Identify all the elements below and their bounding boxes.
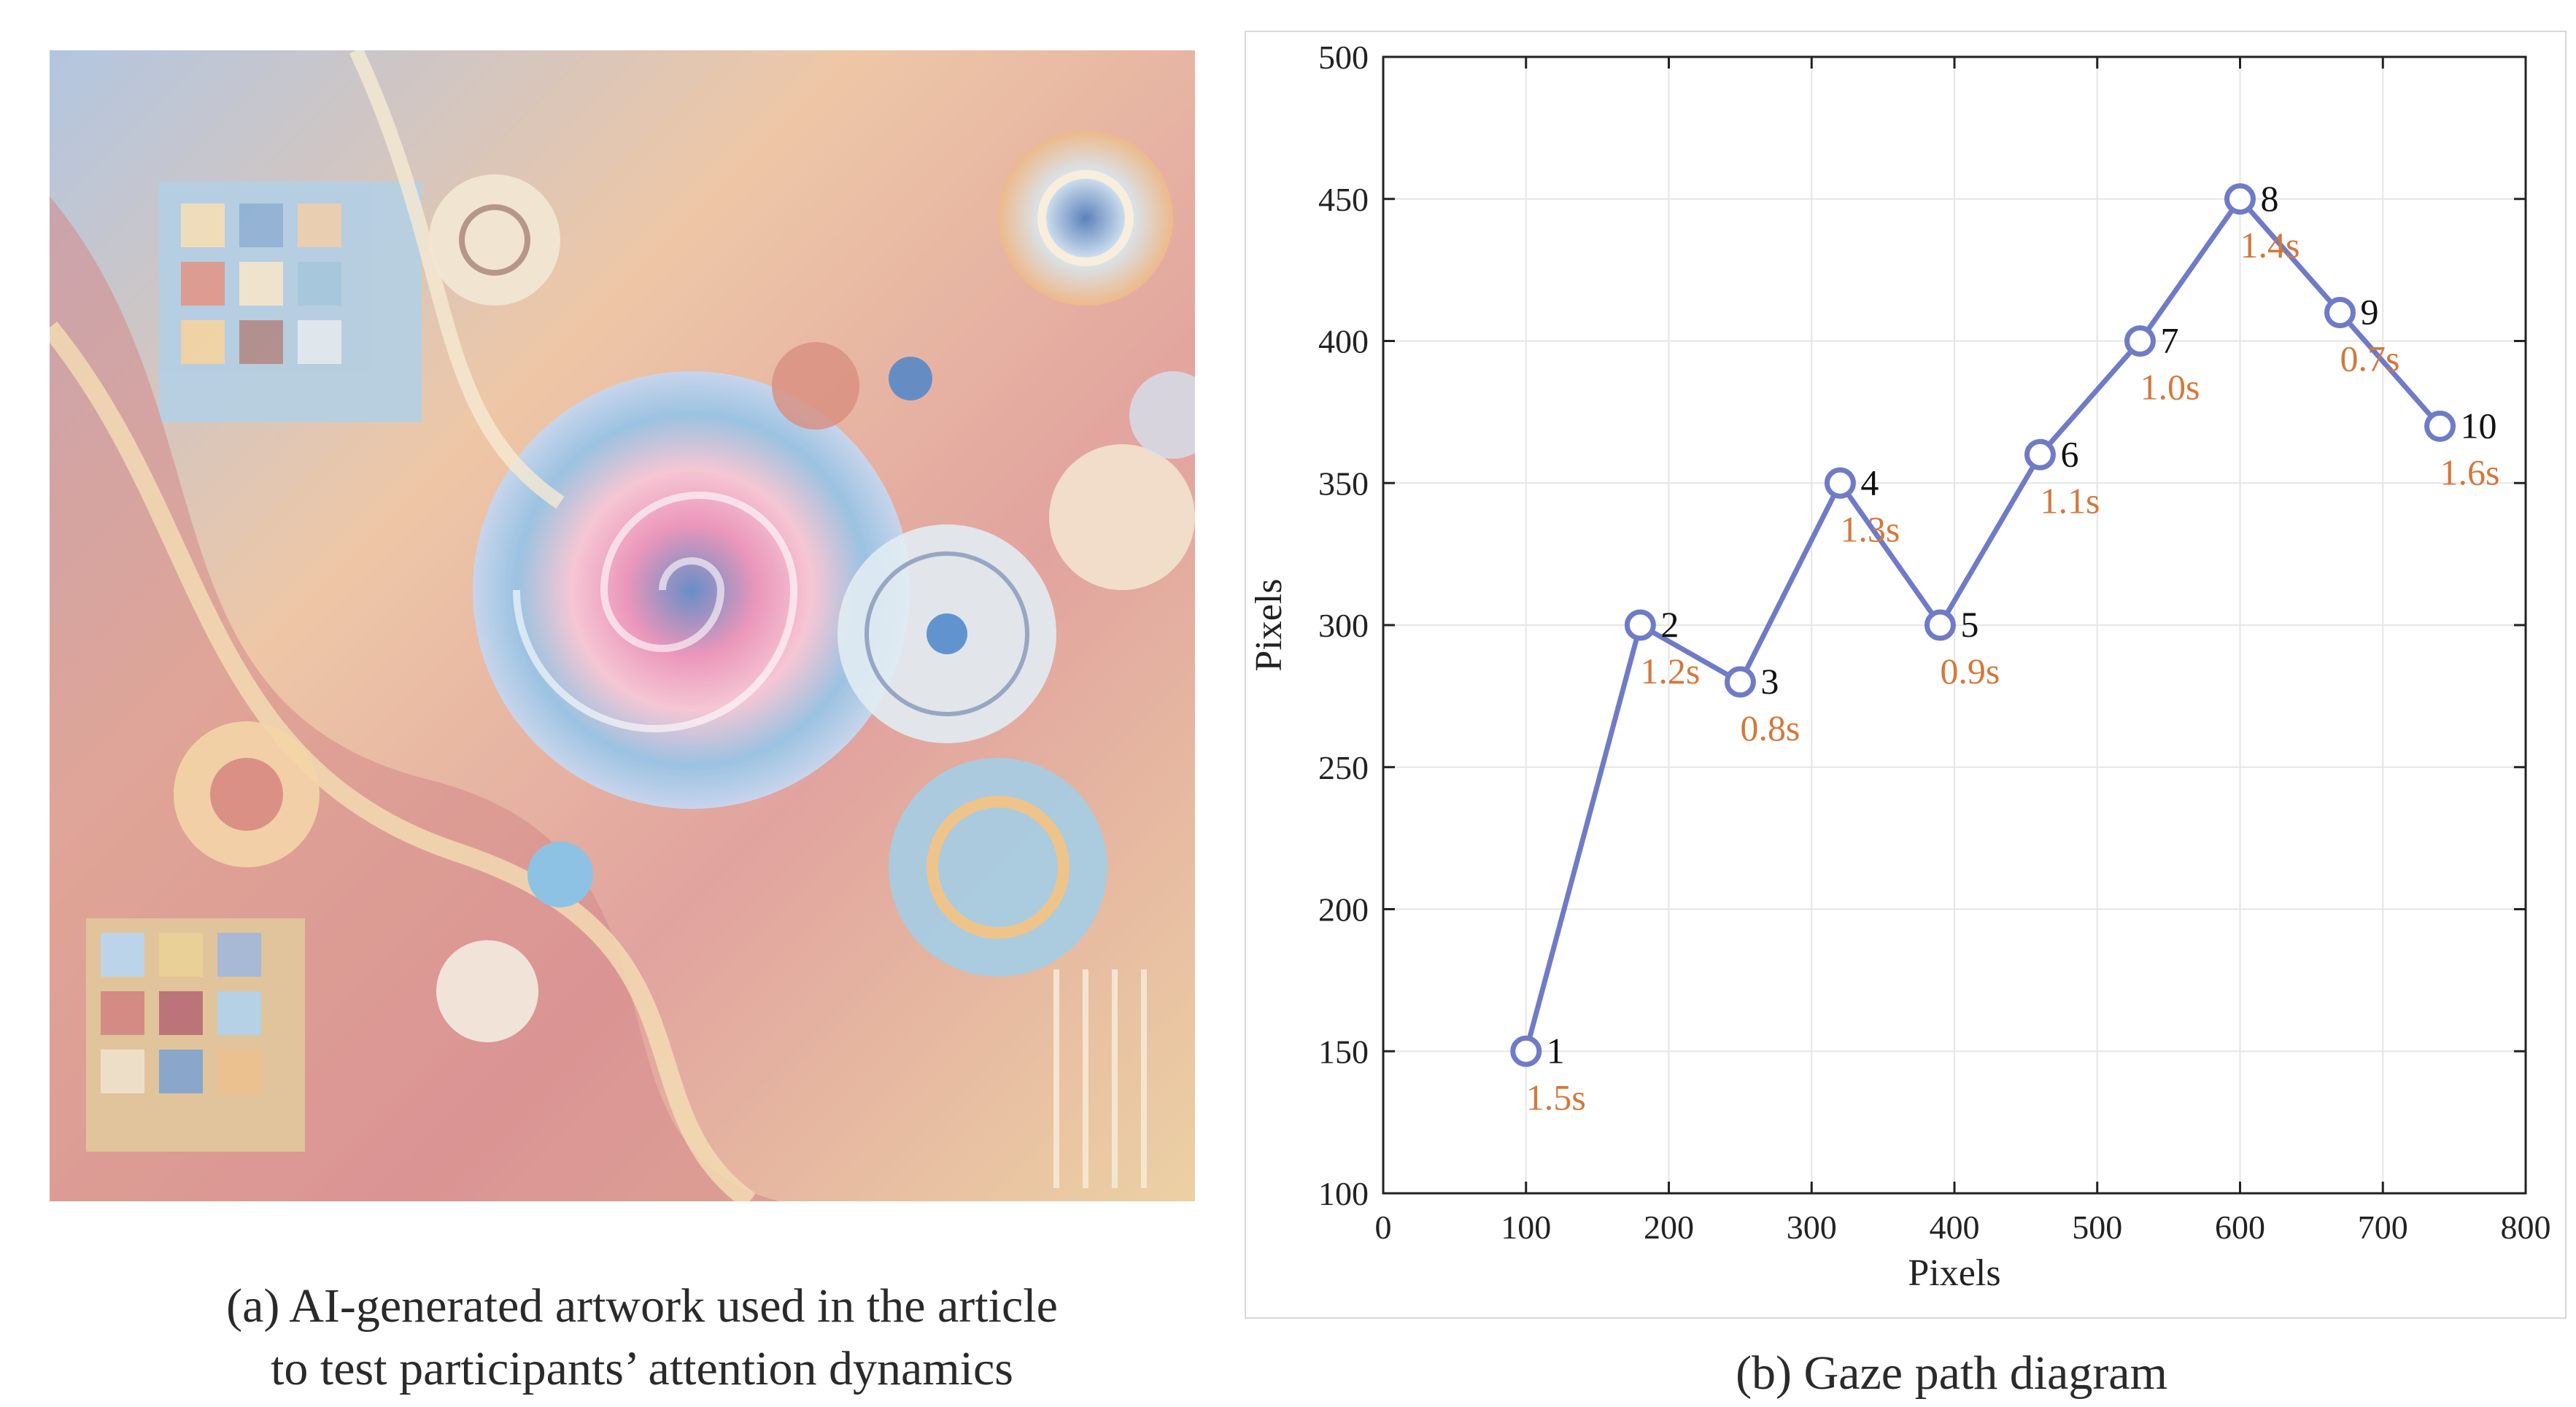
- gaze-point-marker: [1510, 1035, 1542, 1067]
- gaze-point-marker: [2124, 325, 2156, 357]
- gaze-point-order-label: 2: [1660, 604, 1679, 645]
- y-tick-label: 350: [1318, 465, 1369, 502]
- x-tick-label: 300: [1787, 1209, 1837, 1246]
- gaze-point-marker: [2324, 297, 2356, 329]
- y-tick-label: 100: [1318, 1175, 1369, 1212]
- y-tick-label: 250: [1318, 749, 1369, 786]
- y-axis-label: Pixels: [1248, 578, 1290, 671]
- gaze-point-marker: [1724, 666, 1756, 698]
- artwork-image: [50, 50, 1195, 1201]
- gaze-point-duration-label: 0.7s: [2340, 338, 2400, 379]
- gaze-point-order-label: 1: [1547, 1030, 1565, 1071]
- gaze-point-order-label: 7: [2160, 320, 2178, 361]
- gaze-point-order-label: 9: [2361, 292, 2379, 333]
- gaze-point-duration-label: 1.6s: [2440, 451, 2500, 492]
- gaze-point-duration-label: 0.8s: [1740, 708, 1800, 748]
- y-tick-label: 450: [1318, 181, 1369, 218]
- gaze-point-duration-label: 1.1s: [2040, 480, 2100, 521]
- y-tick-label: 500: [1318, 39, 1369, 76]
- y-tick-label: 150: [1318, 1033, 1369, 1070]
- gaze-point-duration-label: 1.0s: [2140, 367, 2200, 408]
- caption-artwork-line2: to test participants’ attention dynamics: [271, 1342, 1013, 1395]
- gaze-path-line: [1523, 196, 2442, 1053]
- gaze-point-order-label: 10: [2461, 405, 2497, 446]
- gaze-point-duration-label: 1.5s: [1526, 1077, 1586, 1117]
- gaze-point-order-label: 3: [1760, 661, 1779, 702]
- gaze-point-marker: [1924, 609, 1956, 641]
- gaze-point-marker: [1824, 467, 1856, 499]
- gaze-point-duration-label: 1.4s: [2240, 225, 2300, 265]
- gaze-point-marker: [1624, 609, 1656, 641]
- gaze-point-order-label: 8: [2261, 178, 2279, 219]
- y-tick-label: 300: [1318, 607, 1369, 644]
- x-axis-label: Pixels: [1908, 1252, 2000, 1294]
- artwork-illustration: [50, 50, 1195, 1201]
- x-tick-label: 400: [1930, 1209, 1980, 1246]
- x-tick-label: 100: [1501, 1209, 1551, 1246]
- gaze-point-order-label: 6: [2060, 433, 2078, 474]
- gaze-point-duration-label: 1.2s: [1640, 651, 1700, 691]
- x-tick-label: 200: [1644, 1209, 1694, 1246]
- gaze-point-marker: [2224, 183, 2256, 215]
- gaze-point-duration-label: 0.9s: [1940, 651, 2000, 691]
- axis-ticks: 0 100 200 300 400 500 600 700 800100150200250300…: [1318, 39, 2551, 1246]
- x-tick-label: 500: [2072, 1209, 2122, 1246]
- caption-gaze-path: (b) Gaze path diagram: [1736, 1346, 2167, 1400]
- chart-frame: [1245, 31, 2567, 1319]
- caption-artwork: (a) AI-generated artwork used in the art…: [139, 1275, 1145, 1400]
- gaze-point-order-label: 4: [1860, 462, 1879, 503]
- gaze-point-duration-label: 1.3s: [1840, 508, 1900, 549]
- caption-artwork-line1: (a) AI-generated artwork used in the art…: [226, 1279, 1058, 1333]
- gaze-point-order-label: 5: [1960, 604, 1979, 645]
- y-tick-label: 400: [1318, 323, 1369, 360]
- gaze-points: 1 1.5s 2 1.2s 3 0.8s 4 1.3s 5 0.9s 6 1.1s 7 1.0s 8 1.4s…: [1510, 178, 2500, 1117]
- x-tick-label: 600: [2215, 1209, 2265, 1246]
- gaze-point-marker: [2424, 410, 2456, 442]
- gaze-point-marker: [2024, 438, 2056, 470]
- y-tick-label: 200: [1318, 891, 1369, 929]
- x-tick-label: 0: [1375, 1209, 1392, 1246]
- x-tick-label: 800: [2501, 1209, 2551, 1246]
- x-tick-label: 700: [2358, 1209, 2408, 1246]
